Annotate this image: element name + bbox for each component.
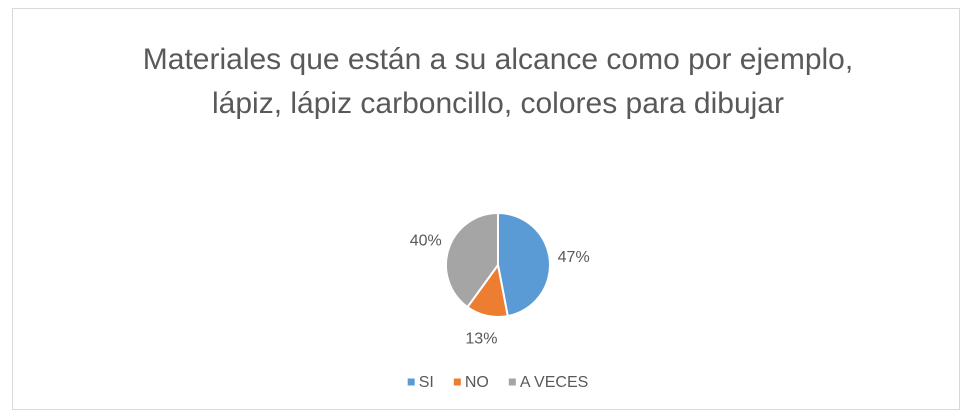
legend-label: NO xyxy=(465,374,489,391)
chart-title: Materiales que están a su alcance como p… xyxy=(142,43,854,120)
chart-border xyxy=(12,8,960,410)
data-label: 47% xyxy=(558,249,590,266)
legend-marker xyxy=(407,378,415,386)
legend-label: A VECES xyxy=(520,374,588,391)
legend-label: SI xyxy=(419,374,434,391)
data-label: 13% xyxy=(465,330,497,347)
data-label: 40% xyxy=(410,233,442,250)
legend-marker xyxy=(453,378,461,386)
pie-slice xyxy=(497,211,551,318)
legend-marker xyxy=(508,378,516,386)
pie-slice xyxy=(445,211,499,309)
